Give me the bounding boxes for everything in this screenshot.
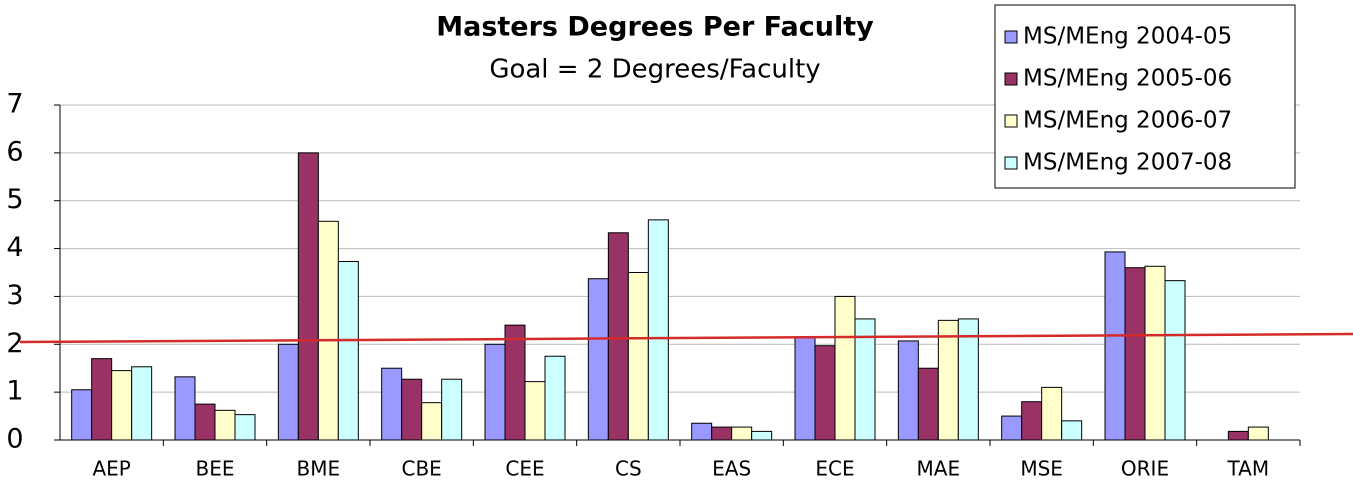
bar [607, 232, 629, 441]
bar [1104, 251, 1126, 441]
y-tick-label: 2 [6, 328, 23, 359]
y-tick-label: 5 [6, 184, 23, 215]
y-tick-label: 6 [6, 136, 23, 167]
legend-swatch [1004, 30, 1018, 44]
bar [297, 152, 319, 441]
x-tick-label: BME [297, 457, 341, 481]
y-tick-label: 0 [6, 424, 23, 455]
bar [317, 220, 339, 441]
legend [994, 4, 1296, 189]
bar [814, 345, 836, 441]
bar [441, 378, 463, 441]
bar [234, 414, 256, 441]
legend-swatch [1004, 114, 1018, 128]
bar [1001, 415, 1023, 441]
bar [1247, 426, 1269, 441]
x-tick-label: CBE [402, 457, 442, 481]
x-tick-label: CEE [505, 457, 544, 481]
legend-swatch [1004, 72, 1018, 86]
bar [731, 426, 753, 441]
bar [194, 403, 216, 441]
bar [214, 409, 236, 441]
x-tick-label: CS [615, 457, 642, 481]
x-tick-label: ECE [815, 457, 854, 481]
legend-label: MS/MEng 2004-05 [1023, 24, 1232, 50]
bar [421, 402, 443, 441]
bar [277, 343, 299, 441]
chart-title: Masters Degrees Per Faculty [436, 12, 874, 43]
bar [337, 260, 359, 441]
bar [957, 318, 979, 441]
x-tick-label: AEP [92, 457, 130, 481]
x-tick-label: TAM [1227, 457, 1270, 481]
bar [854, 318, 876, 441]
bar [111, 370, 133, 441]
bar [691, 422, 713, 441]
x-tick-label: EAS [712, 457, 751, 481]
bar [1124, 267, 1146, 441]
x-tick-label: BEE [196, 457, 235, 481]
bar [751, 430, 773, 441]
bar [401, 378, 423, 441]
bar [1227, 430, 1249, 441]
y-tick-label: 3 [6, 280, 23, 311]
chart-subtitle: Goal = 2 Degrees/Faculty [489, 55, 820, 85]
legend-swatch [1004, 156, 1018, 170]
legend-label: MS/MEng 2006-07 [1023, 108, 1232, 134]
bar [917, 367, 939, 441]
bar [524, 381, 546, 441]
bar [504, 324, 526, 441]
bar [647, 219, 669, 441]
bar [711, 426, 733, 441]
bar [937, 319, 959, 441]
x-tick-label: MAE [917, 457, 961, 481]
bar [1061, 420, 1083, 441]
x-tick-label: MSE [1020, 457, 1063, 481]
bar [381, 367, 403, 441]
bar [627, 272, 649, 441]
x-tick-label: ORIE [1121, 457, 1169, 481]
bar [544, 355, 566, 441]
bar [587, 278, 609, 441]
bar [1164, 280, 1186, 441]
y-tick-label: 1 [6, 376, 23, 407]
plot-area: 0 1 2 3 4 5 6 7 AEP BEE BME CBE CEE CS EAS ECE MAE MSE ORI… [6, 89, 1301, 481]
bar [794, 336, 816, 441]
y-tick-label: 4 [6, 232, 23, 263]
goal-line [19, 332, 1353, 344]
bar [71, 389, 93, 441]
bar [1021, 401, 1043, 441]
bar [131, 366, 153, 441]
bar [91, 358, 113, 441]
legend-label: MS/MEng 2007-08 [1023, 150, 1232, 176]
bar [484, 343, 506, 441]
bar [174, 376, 196, 441]
bar [1144, 265, 1166, 441]
bar [834, 295, 856, 441]
bar [1041, 386, 1063, 441]
legend-label: MS/MEng 2005-06 [1023, 66, 1232, 92]
bar [897, 340, 919, 441]
y-tick-label: 7 [6, 89, 23, 120]
